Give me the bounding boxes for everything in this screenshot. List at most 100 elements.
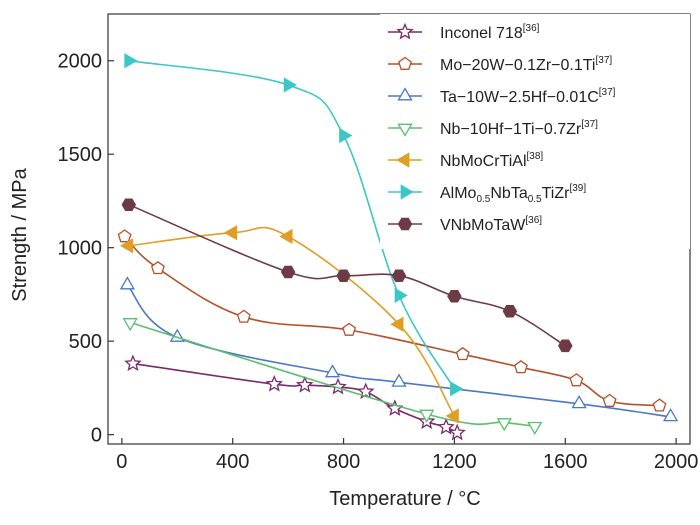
data-point [122, 318, 138, 332]
legend-label-part: 0.5 [476, 194, 490, 205]
data-point [527, 421, 543, 435]
data-point [558, 339, 573, 353]
legend: Inconel 718[36]Mo−20W−0.1Zr−0.1Ti[37]Ta−… [380, 14, 690, 249]
series-7 [121, 198, 573, 353]
legend-label: Nb−10Hf−1Ti−0.7Zr[37] [440, 119, 598, 138]
legend-marker [398, 56, 412, 70]
y-tick-label: 500 [69, 331, 102, 353]
data-point [236, 309, 251, 323]
x-tick-label: 1600 [543, 451, 588, 473]
data-point [280, 265, 296, 279]
legend-marker [397, 217, 413, 231]
data-point [448, 423, 466, 441]
data-point [455, 346, 470, 361]
data-point [391, 269, 407, 283]
legend-label-part: Nb−10Hf−1Ti−0.7Zr [440, 121, 582, 138]
data-point [119, 276, 136, 290]
data-point [391, 373, 407, 387]
y-tick-label: 1500 [58, 144, 103, 166]
legend-label: Mo−20W−0.1Zr−0.1Ti[37] [440, 55, 612, 74]
legend-label-part: TiZr [542, 185, 571, 202]
data-point [496, 418, 512, 432]
legend-entry: Nb−10Hf−1Ti−0.7Zr[37] [388, 119, 598, 138]
data-point [324, 364, 341, 378]
series-line [126, 284, 671, 418]
data-point [394, 287, 408, 304]
data-point [339, 127, 353, 144]
x-tick-label: 1200 [432, 451, 477, 473]
legend-label-part: NbTa [490, 185, 527, 202]
data-point [279, 228, 293, 245]
data-point [652, 398, 667, 412]
legend-label-part: AlMo [440, 185, 477, 202]
legend-label-part: [37] [595, 55, 612, 66]
data-point [662, 408, 679, 422]
data-point [450, 381, 464, 397]
x-tick-label: 0 [116, 451, 127, 473]
series-line [124, 235, 660, 407]
legend-label-part: [36] [525, 215, 542, 226]
data-point [265, 375, 283, 392]
legend-label: Ta−10W−2.5Hf−0.01C[37] [440, 87, 616, 106]
data-point [390, 316, 404, 332]
data-point [150, 260, 165, 275]
legend-marker [400, 184, 414, 200]
y-tick-label: 1000 [58, 238, 103, 260]
series-4 [122, 318, 543, 435]
x-tick-label: 400 [216, 451, 249, 473]
x-axis-title: Temperature / °C [329, 488, 480, 510]
y-tick-label: 2000 [58, 51, 103, 73]
axes: 0 400 800 1200 1600 2000 0 500 1000 1500 2000 [58, 51, 699, 473]
data-point [117, 229, 132, 243]
legend-label-part: Mo−20W−0.1Zr−0.1Ti [440, 57, 595, 74]
legend-label-part: VNbMoTaW [440, 217, 526, 234]
legend-label-part: NbMoCrTiAl [440, 153, 527, 170]
data-point [283, 77, 297, 93]
data-point [120, 238, 134, 254]
legend-label-part: [37] [581, 119, 598, 130]
series-line [128, 226, 456, 417]
x-tick-label: 800 [327, 451, 360, 473]
data-point [602, 393, 617, 407]
legend-background [380, 14, 690, 249]
data-point [121, 198, 137, 211]
y-tick-label: 0 [91, 425, 102, 447]
data-point [124, 354, 142, 372]
legend-label-part: [39] [569, 183, 586, 194]
legend-marker [397, 123, 413, 137]
series-2 [117, 229, 667, 412]
series-6 [124, 53, 464, 397]
legend-entry: AlMo0.5NbTa0.5TiZr[39] [388, 183, 586, 205]
legend-label-part: [36] [523, 23, 540, 34]
data-point [502, 304, 518, 318]
legend-label: NbMoCrTiAl[38] [440, 151, 543, 170]
data-point [447, 290, 462, 303]
legend-label: AlMo0.5NbTa0.5TiZr[39] [440, 183, 586, 205]
y-axis-title: Strength / MPa [9, 167, 31, 301]
data-point [295, 375, 314, 393]
legend-entry: Inconel 718[36] [388, 22, 540, 42]
series-line [129, 321, 535, 427]
data-point [336, 269, 351, 283]
legend-entry: Mo−20W−0.1Zr−0.1Ti[37] [388, 55, 612, 74]
series-1 [124, 354, 466, 441]
legend-label-part: 0.5 [528, 194, 542, 205]
legend-label: Inconel 718[36] [440, 23, 540, 42]
data-point [223, 225, 238, 241]
data-point [569, 373, 584, 387]
legend-marker [396, 152, 410, 168]
legend-entry: NbMoCrTiAl[38] [388, 151, 543, 170]
x-tick-label: 2000 [654, 451, 699, 473]
data-point [329, 377, 347, 395]
data-point [514, 359, 528, 374]
legend-entry: VNbMoTaW[36] [388, 215, 542, 234]
data-point [342, 322, 357, 336]
data-point [445, 408, 459, 424]
data-point [357, 382, 375, 400]
legend-label-part: [37] [599, 87, 616, 98]
data-point [124, 53, 138, 69]
legend-entry: Ta−10W−2.5Hf−0.01C[37] [388, 87, 616, 106]
data-point [571, 394, 587, 409]
series-layer [117, 53, 679, 441]
